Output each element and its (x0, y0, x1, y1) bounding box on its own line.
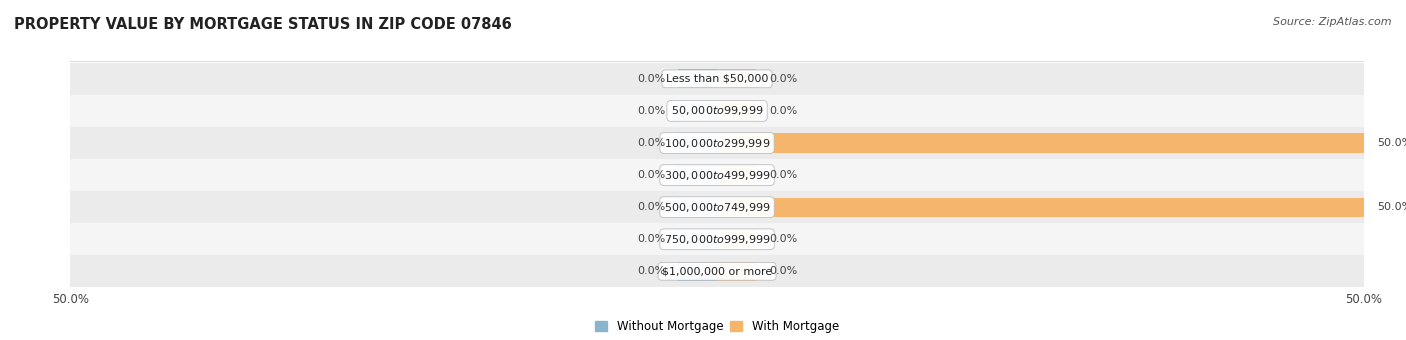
Text: Less than $50,000: Less than $50,000 (666, 74, 768, 84)
Text: $500,000 to $749,999: $500,000 to $749,999 (664, 201, 770, 214)
Text: 0.0%: 0.0% (637, 202, 665, 212)
Bar (70, 255, 1364, 287)
Bar (717, 230, 756, 249)
Text: 0.0%: 0.0% (769, 170, 797, 180)
Bar (678, 69, 717, 88)
Bar (678, 230, 717, 249)
Text: 0.0%: 0.0% (637, 234, 665, 244)
Text: $750,000 to $999,999: $750,000 to $999,999 (664, 233, 770, 246)
Text: 0.0%: 0.0% (637, 266, 665, 276)
Text: 0.0%: 0.0% (769, 106, 797, 116)
Bar (70, 63, 1364, 95)
Legend: Without Mortgage, With Mortgage: Without Mortgage, With Mortgage (595, 320, 839, 333)
Text: $50,000 to $99,999: $50,000 to $99,999 (671, 104, 763, 117)
Text: 0.0%: 0.0% (769, 74, 797, 84)
Bar (678, 166, 717, 185)
Text: $300,000 to $499,999: $300,000 to $499,999 (664, 169, 770, 182)
Text: $100,000 to $299,999: $100,000 to $299,999 (664, 137, 770, 150)
Text: 0.0%: 0.0% (769, 234, 797, 244)
Text: $1,000,000 or more: $1,000,000 or more (662, 266, 772, 276)
Text: 0.0%: 0.0% (637, 106, 665, 116)
Text: 0.0%: 0.0% (637, 74, 665, 84)
Text: 0.0%: 0.0% (637, 138, 665, 148)
Text: PROPERTY VALUE BY MORTGAGE STATUS IN ZIP CODE 07846: PROPERTY VALUE BY MORTGAGE STATUS IN ZIP… (14, 17, 512, 32)
Bar (678, 101, 717, 121)
Text: 0.0%: 0.0% (637, 170, 665, 180)
Bar (717, 69, 756, 88)
Bar (70, 95, 1364, 127)
Bar (717, 166, 756, 185)
Text: 50.0%: 50.0% (1376, 138, 1406, 148)
Bar (717, 133, 1364, 153)
Bar (678, 133, 717, 153)
Bar (70, 191, 1364, 223)
Text: Source: ZipAtlas.com: Source: ZipAtlas.com (1274, 17, 1392, 27)
Bar (678, 262, 717, 281)
Bar (717, 101, 756, 121)
Text: 0.0%: 0.0% (769, 266, 797, 276)
Bar (70, 159, 1364, 191)
Bar (70, 127, 1364, 159)
Text: 50.0%: 50.0% (1376, 202, 1406, 212)
Bar (717, 262, 756, 281)
Bar (678, 198, 717, 217)
Bar (70, 223, 1364, 255)
Bar (717, 198, 1364, 217)
